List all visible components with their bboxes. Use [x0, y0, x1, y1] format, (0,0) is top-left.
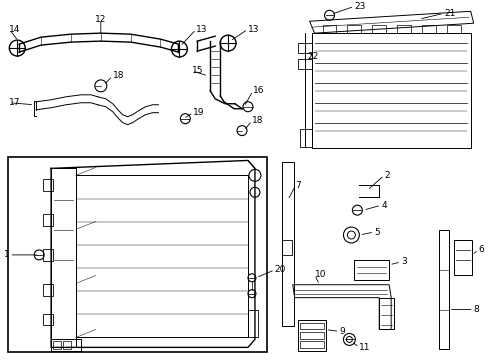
Text: 16: 16: [253, 86, 265, 95]
Text: 8: 8: [474, 305, 479, 314]
Text: 2: 2: [384, 171, 390, 180]
Bar: [63, 341, 71, 349]
Text: 3: 3: [401, 257, 407, 266]
Bar: [282, 162, 294, 327]
Text: 4: 4: [381, 201, 387, 210]
Text: 11: 11: [359, 343, 371, 352]
Text: 20: 20: [275, 265, 286, 274]
Text: 5: 5: [374, 228, 380, 237]
Bar: [422, 25, 436, 33]
Text: 14: 14: [9, 25, 21, 34]
Bar: [76, 175, 248, 337]
Text: 18: 18: [252, 116, 264, 125]
Bar: [8, 157, 267, 352]
Text: 15: 15: [192, 67, 204, 76]
Bar: [43, 249, 53, 261]
Text: 17: 17: [9, 98, 21, 107]
Text: 7: 7: [295, 181, 301, 190]
Bar: [322, 25, 337, 33]
Bar: [53, 341, 61, 349]
Bar: [379, 298, 394, 329]
Bar: [439, 230, 449, 349]
Bar: [51, 339, 81, 351]
Bar: [43, 179, 53, 191]
Bar: [248, 310, 258, 337]
Bar: [298, 320, 325, 351]
Text: 21: 21: [444, 9, 455, 18]
Text: 10: 10: [315, 270, 326, 279]
Bar: [43, 214, 53, 226]
Text: 23: 23: [354, 2, 366, 11]
Text: 13: 13: [248, 25, 260, 34]
Bar: [312, 33, 471, 148]
Bar: [347, 25, 361, 33]
Bar: [447, 25, 461, 33]
Text: 6: 6: [479, 246, 485, 255]
Text: 9: 9: [340, 327, 345, 336]
Text: 18: 18: [113, 71, 124, 80]
Bar: [454, 240, 472, 275]
Bar: [300, 323, 323, 329]
Text: 1: 1: [3, 251, 9, 260]
Text: 22: 22: [308, 51, 319, 60]
Bar: [397, 25, 411, 33]
Text: 12: 12: [95, 15, 106, 24]
Bar: [354, 260, 389, 280]
Bar: [298, 43, 312, 53]
Bar: [51, 168, 76, 347]
Text: 13: 13: [196, 25, 208, 34]
Bar: [372, 25, 386, 33]
Bar: [43, 314, 53, 325]
Bar: [300, 129, 312, 147]
Bar: [300, 332, 323, 339]
Text: 19: 19: [193, 108, 205, 117]
Bar: [298, 59, 312, 69]
Bar: [43, 284, 53, 296]
Bar: [300, 341, 323, 348]
